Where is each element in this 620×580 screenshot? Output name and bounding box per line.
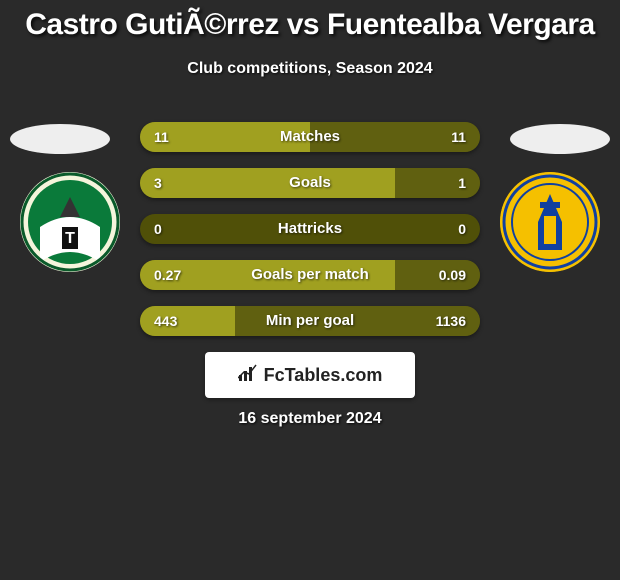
stat-label: Hattricks: [140, 214, 480, 244]
page-title: Castro GutiÃ©rrez vs Fuentealba Vergara: [0, 8, 620, 42]
stat-value-left: 3: [154, 168, 162, 198]
badge-right-svg: [500, 172, 600, 272]
stat-value-right: 1136: [436, 306, 466, 336]
stat-row: Hattricks0 0: [140, 214, 480, 244]
subtitle: Club competitions, Season 2024: [0, 60, 620, 78]
stat-value-right: 0.09: [439, 260, 466, 290]
stat-value-left: 443: [154, 306, 177, 336]
stat-row: Matches11 11: [140, 122, 480, 152]
player-avatar-left: [10, 124, 110, 154]
club-badge-right: [500, 172, 600, 272]
stat-value-left: 0: [154, 214, 162, 244]
stats-panel: Matches11 11 Goals3 1 Hattricks0 0 Goals per m…: [140, 122, 480, 352]
fctables-logo-text: FcTables.com: [264, 365, 383, 386]
chart-icon: [238, 364, 258, 387]
stat-label: Matches: [140, 122, 480, 152]
stat-value-left: 0.27: [154, 260, 181, 290]
fctables-logo-box[interactable]: FcTables.com: [205, 352, 415, 398]
stat-value-right: 1: [458, 168, 466, 198]
stat-label: Goals per match: [140, 260, 480, 290]
stat-row: Goals per match0.27 0.09: [140, 260, 480, 290]
stat-label: Min per goal: [140, 306, 480, 336]
player-avatar-right: [510, 124, 610, 154]
stat-row: Min per goal443 1136: [140, 306, 480, 336]
svg-text:T: T: [65, 230, 75, 247]
stat-row: Goals3 1: [140, 168, 480, 198]
stat-value-right: 11: [451, 122, 466, 152]
club-badge-left: T: [20, 172, 120, 272]
stat-label: Goals: [140, 168, 480, 198]
date-text: 16 september 2024: [0, 410, 620, 428]
stat-value-left: 11: [154, 122, 169, 152]
stat-value-right: 0: [458, 214, 466, 244]
badge-left-svg: T: [20, 172, 120, 272]
